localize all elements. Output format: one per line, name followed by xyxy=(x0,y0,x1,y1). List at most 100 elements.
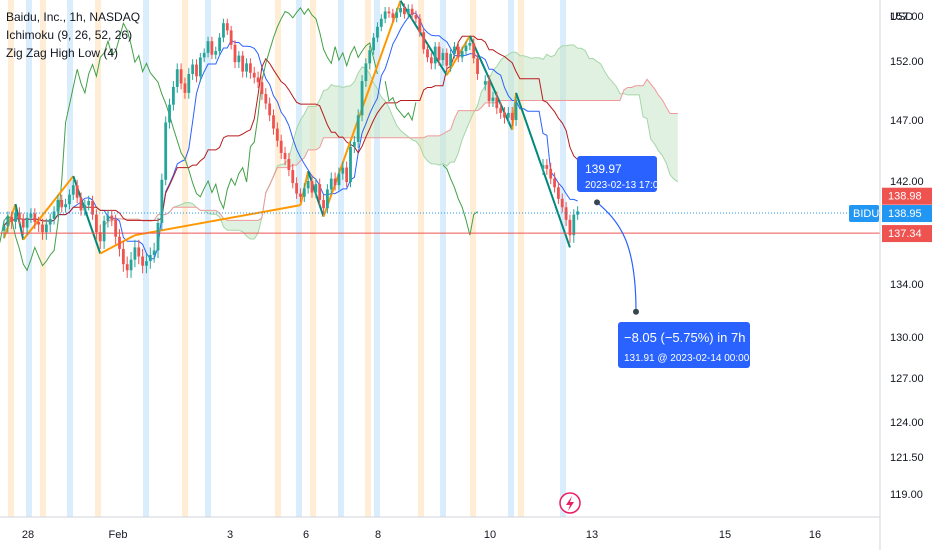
candle-body xyxy=(460,51,464,58)
y-tick-label: 152.00 xyxy=(890,56,924,68)
forecast-end-point xyxy=(633,308,639,315)
candle-body xyxy=(560,198,564,208)
candle-body xyxy=(557,187,560,199)
candle-body xyxy=(125,264,129,271)
candle-body xyxy=(349,146,352,183)
price-tag-label: 138.98 xyxy=(888,191,922,203)
candle-body xyxy=(333,178,337,186)
price-tag xyxy=(882,205,932,223)
candle-body xyxy=(14,212,17,222)
lagging-span-line xyxy=(0,7,478,272)
candle-body xyxy=(318,184,322,200)
candle-body xyxy=(44,224,48,233)
candle-body xyxy=(218,37,221,52)
candle-body xyxy=(133,247,137,260)
price-tag-label: 138.95 xyxy=(888,208,922,220)
candle-body xyxy=(95,214,98,233)
forecast-end-box xyxy=(618,322,750,368)
candle-body xyxy=(60,199,64,208)
symbol-line[interactable]: Baidu, Inc., 1h, NASDAQ xyxy=(6,10,141,24)
chart-legend: Baidu, Inc., 1h, NASDAQ Ichimoku (9, 26,… xyxy=(6,8,140,62)
candle-body xyxy=(514,102,518,120)
candle-body xyxy=(172,86,175,105)
candle-body xyxy=(572,214,576,236)
candle-body xyxy=(37,221,41,225)
candle-body xyxy=(372,37,375,51)
session-band xyxy=(440,0,446,517)
candle-body xyxy=(41,224,44,233)
candle-body xyxy=(422,32,426,50)
candle-body xyxy=(487,81,491,102)
candle-body xyxy=(25,217,29,228)
candle-body xyxy=(179,69,183,84)
currency-label: USD xyxy=(890,11,913,23)
ichimoku-lines xyxy=(0,7,578,272)
candle-body xyxy=(456,46,460,58)
candle-body xyxy=(260,82,264,95)
candle-body xyxy=(476,58,479,74)
candle-body xyxy=(68,194,71,205)
candle-body xyxy=(56,199,60,212)
candle-body xyxy=(322,199,325,209)
x-tick-label: 28 xyxy=(22,529,34,541)
session-band xyxy=(518,0,524,517)
forecast-change: −8.05 (−5.75%) in 7h xyxy=(624,330,745,345)
candle-body xyxy=(137,247,141,257)
y-tick-label: 124.00 xyxy=(890,417,924,429)
candle-body xyxy=(564,207,568,220)
candle-body xyxy=(437,46,441,61)
candle-body xyxy=(464,45,468,52)
candle-body xyxy=(52,211,56,219)
forecast-drawing: 139.97 2023-02-13 17:00 −8.05 (−5.75%) in … xyxy=(577,156,750,368)
candle-body xyxy=(553,178,556,188)
candle-body xyxy=(287,159,291,171)
price-tag xyxy=(882,225,932,243)
candle-body xyxy=(499,108,503,113)
candle-body xyxy=(252,72,256,78)
candle-body xyxy=(114,219,118,237)
candle-body xyxy=(541,165,545,169)
candle-body xyxy=(233,44,237,63)
x-tick-label: 3 xyxy=(227,529,233,541)
candle-body xyxy=(410,8,414,16)
candle-body xyxy=(175,69,179,87)
candle-body xyxy=(71,185,75,195)
y-tick-label: 147.00 xyxy=(890,115,924,127)
candle-body xyxy=(183,83,187,93)
candle-body xyxy=(75,185,79,198)
candle-body xyxy=(302,188,306,197)
candle-body xyxy=(441,52,445,61)
candle-body xyxy=(160,179,164,223)
candle-body xyxy=(168,104,171,123)
candle-body xyxy=(306,181,310,189)
candle-body xyxy=(483,81,487,85)
y-tick-label: 119.00 xyxy=(890,489,923,501)
event-marker xyxy=(559,492,581,514)
ichimoku-legend[interactable]: Ichimoku (9, 26, 52, 26) xyxy=(6,28,133,42)
candle-body xyxy=(118,236,121,249)
candle-body xyxy=(29,213,33,218)
price-tag xyxy=(882,187,932,205)
zigzag-legend[interactable]: Zig Zag High Low (4) xyxy=(6,46,119,60)
candle-body xyxy=(83,205,87,211)
zigzag-segment xyxy=(3,203,17,239)
candle-body xyxy=(399,7,402,13)
candle-body xyxy=(449,53,452,66)
forecast-start-price: 139.97 xyxy=(585,162,622,176)
candle-body xyxy=(472,43,476,59)
price-lines xyxy=(0,212,880,234)
x-tick-label: 10 xyxy=(484,529,496,541)
candle-body xyxy=(110,215,114,220)
candle-body xyxy=(568,219,572,236)
zigzag-segment xyxy=(99,234,136,255)
candle-body xyxy=(152,250,156,256)
candle-body xyxy=(202,52,206,58)
session-band xyxy=(95,0,101,517)
forecast-curve xyxy=(596,201,637,312)
session-band xyxy=(374,0,380,517)
candle-body xyxy=(310,181,314,193)
zigzag-segment xyxy=(511,92,518,130)
candle-body xyxy=(148,255,152,262)
